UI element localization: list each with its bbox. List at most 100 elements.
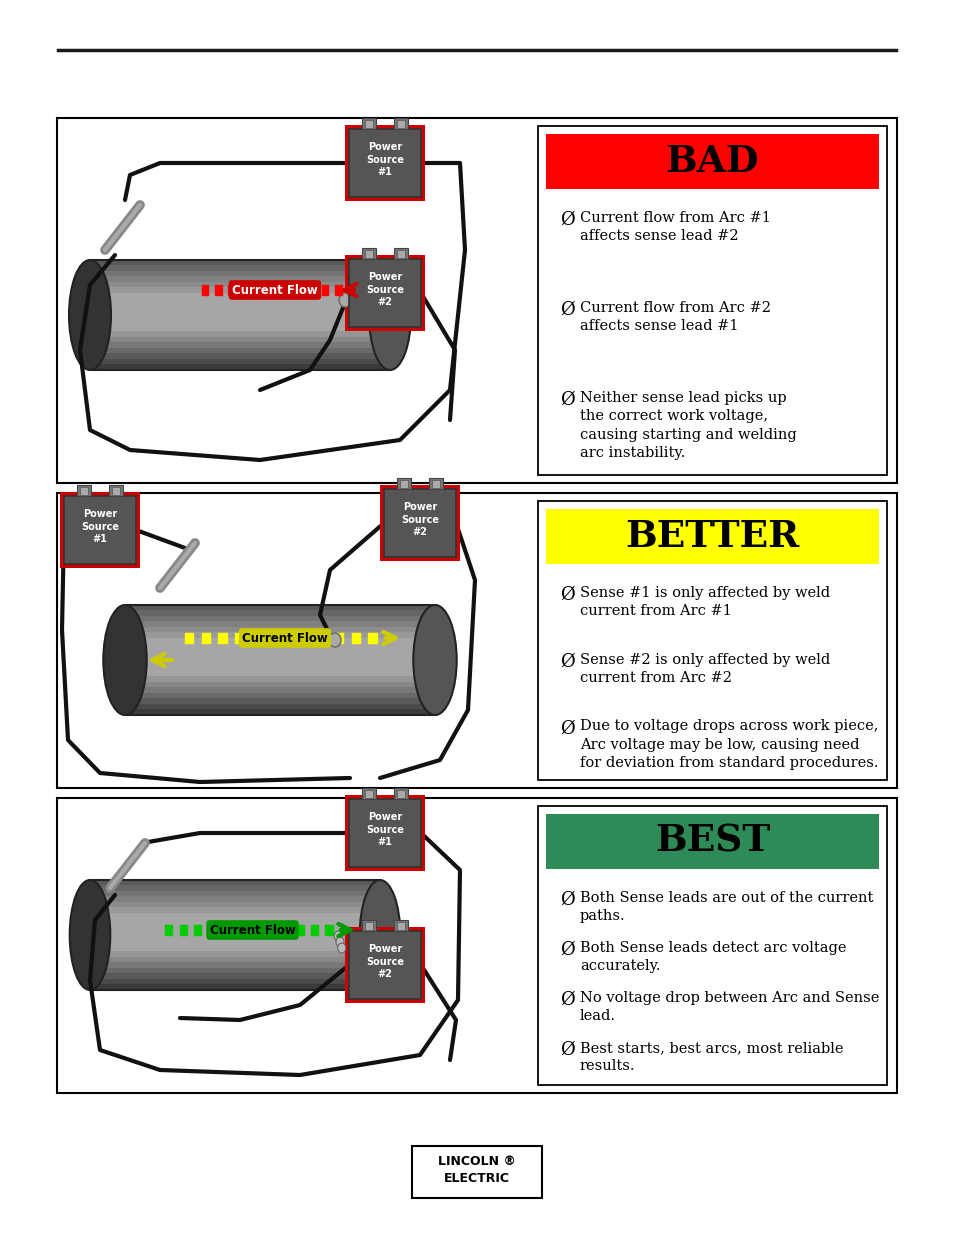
Ellipse shape [337, 944, 345, 953]
Bar [545, 509, 878, 564]
Bar [90, 282, 390, 288]
Ellipse shape [329, 634, 340, 647]
Text: Current Flow: Current Flow [210, 924, 295, 936]
Bar [90, 913, 379, 919]
Bar [349, 931, 420, 999]
Bar [90, 951, 379, 957]
Bar [125, 626, 435, 632]
Bar [396, 120, 404, 128]
Ellipse shape [338, 293, 351, 308]
Bar [90, 929, 379, 935]
Bar [125, 655, 435, 659]
Text: Power
Source
#2: Power Source #2 [366, 945, 403, 979]
Text: Ø: Ø [559, 585, 574, 604]
Ellipse shape [359, 881, 400, 990]
Bar [396, 790, 404, 798]
Bar [90, 287, 390, 293]
Text: Ø: Ø [559, 941, 574, 960]
Bar [345, 125, 424, 201]
Bar [57, 119, 896, 483]
Bar [362, 788, 375, 799]
Bar [90, 320, 390, 326]
Bar [365, 249, 373, 258]
Bar [365, 790, 373, 798]
Bar [125, 676, 435, 682]
Text: No voltage drop between Arc and Sense
lead.: No voltage drop between Arc and Sense le… [579, 990, 879, 1024]
Text: Ø: Ø [559, 990, 574, 1009]
Text: Power
Source
#1: Power Source #1 [81, 509, 119, 543]
Bar [384, 489, 456, 557]
Bar [345, 254, 424, 331]
Text: BEST: BEST [654, 823, 769, 860]
Bar [125, 704, 435, 709]
Bar [432, 480, 439, 488]
Bar [90, 293, 390, 299]
Ellipse shape [70, 881, 111, 990]
Text: Ø: Ø [559, 301, 574, 319]
Bar [90, 885, 379, 890]
Bar [125, 610, 435, 616]
Bar [90, 924, 379, 930]
Bar [396, 478, 411, 489]
Bar [125, 682, 435, 688]
Bar [125, 615, 435, 621]
Text: Ø: Ø [559, 1041, 574, 1058]
Bar [90, 304, 390, 310]
Bar [362, 920, 375, 931]
Bar [90, 918, 379, 924]
Bar [125, 693, 435, 699]
Bar [349, 259, 420, 327]
Bar [365, 120, 373, 128]
Bar [545, 814, 878, 869]
Bar [90, 275, 390, 282]
Bar [394, 788, 408, 799]
Bar [125, 648, 435, 655]
Bar [349, 799, 420, 867]
Bar [90, 326, 390, 331]
Bar [90, 331, 390, 337]
Bar [345, 927, 424, 1003]
Bar [365, 923, 373, 930]
Text: Best starts, best arcs, most reliable
results.: Best starts, best arcs, most reliable re… [579, 1041, 842, 1073]
Text: Due to voltage drops across work piece,
Arc voltage may be low, causing need
for: Due to voltage drops across work piece, … [579, 719, 878, 771]
Bar [77, 485, 91, 496]
Text: Ø: Ø [559, 652, 574, 671]
Bar [394, 248, 408, 259]
Bar [90, 259, 390, 266]
Bar [64, 496, 136, 564]
Bar [125, 687, 435, 693]
Bar [90, 364, 390, 370]
Bar [537, 126, 886, 475]
Text: Power
Source
#2: Power Source #2 [366, 272, 403, 308]
Ellipse shape [335, 937, 344, 947]
Bar [396, 249, 404, 258]
Text: Ø: Ø [559, 391, 574, 409]
Bar [125, 709, 435, 715]
Bar [90, 879, 379, 885]
Bar [90, 298, 390, 304]
Text: LINCOLN ®
ELECTRIC: LINCOLN ® ELECTRIC [437, 1155, 516, 1186]
Bar [90, 935, 379, 941]
Text: Neither sense lead picks up
the correct work voltage,
causing starting and weldi: Neither sense lead picks up the correct … [579, 391, 796, 461]
Bar [396, 923, 404, 930]
Bar [90, 978, 379, 984]
Ellipse shape [69, 261, 111, 370]
Text: Sense #1 is only affected by weld
current from Arc #1: Sense #1 is only affected by weld curren… [579, 585, 829, 619]
Text: Ø: Ø [559, 719, 574, 737]
Bar [125, 632, 435, 638]
Bar [90, 984, 379, 990]
Bar [90, 967, 379, 973]
Bar [125, 643, 435, 650]
Bar [90, 902, 379, 908]
Bar [125, 659, 435, 666]
Bar [399, 480, 408, 488]
Text: Ø: Ø [559, 890, 574, 909]
Bar [545, 135, 878, 189]
Bar [90, 906, 379, 913]
Text: Both Sense leads are out of the current
paths.: Both Sense leads are out of the current … [579, 890, 872, 924]
Text: BAD: BAD [665, 143, 759, 180]
Ellipse shape [103, 605, 147, 715]
Bar [60, 492, 140, 568]
Text: Sense #2 is only affected by weld
current from Arc #2: Sense #2 is only affected by weld curren… [579, 652, 829, 685]
Bar [125, 621, 435, 627]
